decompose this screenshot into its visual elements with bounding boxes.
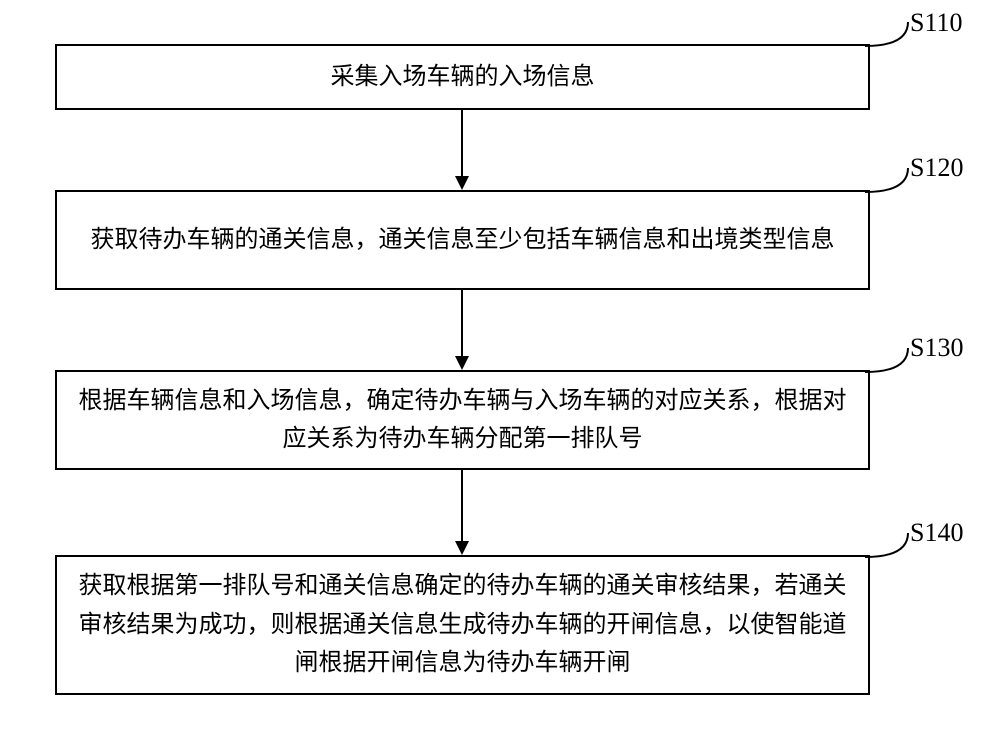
- flow-arrow-2: [0, 0, 1000, 744]
- flowchart-canvas: 采集入场车辆的入场信息S110获取待办车辆的通关信息，通关信息至少包括车辆信息和…: [0, 0, 1000, 744]
